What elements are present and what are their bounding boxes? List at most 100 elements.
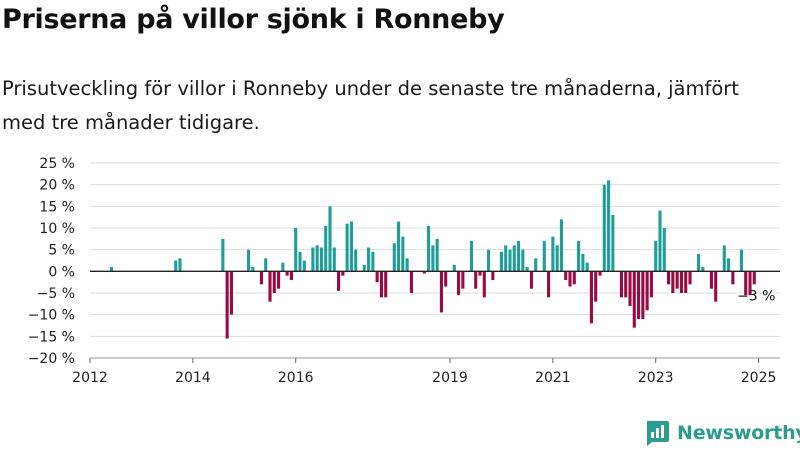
bar <box>482 271 486 298</box>
bar <box>508 249 512 272</box>
bar <box>289 271 293 280</box>
bar <box>457 271 461 296</box>
bar <box>727 258 731 272</box>
bar <box>654 241 658 272</box>
bar <box>671 271 675 293</box>
bar <box>512 245 516 272</box>
bar <box>461 271 465 289</box>
bar <box>521 249 525 272</box>
bar <box>409 271 413 293</box>
bar <box>555 245 559 272</box>
bar <box>478 271 482 276</box>
bar <box>367 247 371 272</box>
bar <box>298 251 302 272</box>
bar <box>439 271 443 313</box>
bar <box>332 247 336 272</box>
bar <box>405 258 409 272</box>
bar <box>568 271 572 287</box>
bar <box>684 271 688 293</box>
bar <box>551 236 555 272</box>
bar <box>649 271 653 298</box>
bar <box>375 271 379 283</box>
bar-chart-logo-icon <box>647 421 669 446</box>
bar <box>714 271 718 302</box>
y-tick-label: −10 % <box>28 308 75 324</box>
bar <box>277 271 281 289</box>
y-tick-label: −20 % <box>28 351 75 367</box>
bar <box>487 249 491 272</box>
bar <box>452 264 456 272</box>
bar <box>268 271 272 302</box>
x-tick-label: 2019 <box>432 370 468 386</box>
bar <box>534 258 538 272</box>
bar <box>641 271 645 319</box>
bar <box>611 215 615 272</box>
y-tick-label: −5 % <box>37 286 75 302</box>
y-tick-label: 10 % <box>39 221 75 237</box>
bar <box>345 223 349 272</box>
bar <box>341 271 345 276</box>
bar <box>564 271 568 280</box>
bar <box>752 271 756 285</box>
bar <box>499 251 503 272</box>
bar <box>542 241 546 272</box>
bar <box>688 271 692 285</box>
bar <box>371 251 375 272</box>
x-tick-label: 2023 <box>638 370 674 386</box>
bar <box>744 271 748 296</box>
bar <box>559 219 563 272</box>
bar <box>264 258 268 272</box>
annotation-label: −3 % <box>737 288 775 304</box>
bar <box>178 258 182 272</box>
bar <box>431 245 435 272</box>
bar <box>247 249 251 272</box>
bar <box>529 271 533 289</box>
bar <box>658 210 662 272</box>
bar <box>679 271 683 293</box>
bar <box>748 271 752 296</box>
bar <box>585 262 589 272</box>
bar <box>221 238 225 272</box>
bar <box>675 271 679 289</box>
bar <box>174 260 178 272</box>
bar <box>517 241 521 272</box>
x-tick-label: 2012 <box>72 370 108 386</box>
bar <box>645 271 649 311</box>
bar <box>422 271 426 274</box>
gridlines <box>90 162 780 359</box>
bar <box>628 271 632 306</box>
bar <box>632 271 636 328</box>
bar <box>722 245 726 272</box>
bar <box>311 247 315 272</box>
bar <box>602 184 606 272</box>
x-tick-label: 2025 <box>741 370 777 386</box>
bar <box>427 225 431 272</box>
bar <box>701 267 705 272</box>
bar <box>667 271 671 285</box>
bar <box>504 245 508 272</box>
bar <box>354 249 358 272</box>
bar <box>259 271 263 285</box>
bar <box>285 271 289 276</box>
bar <box>547 271 551 298</box>
bar <box>731 271 735 285</box>
bar <box>444 271 448 287</box>
bar <box>637 271 641 319</box>
bar <box>491 271 495 280</box>
annotation-group: −3 % <box>737 288 775 304</box>
x-tick-label: 2021 <box>535 370 571 386</box>
y-axis-ticks: 25 % 20 % 15 % 10 % 5 % 0 % −5 % −10 % −15 % −20 … <box>28 156 75 367</box>
bar <box>229 271 233 315</box>
y-tick-label: 0 % <box>48 264 75 280</box>
bars <box>109 180 756 339</box>
bar <box>709 271 713 289</box>
brand-name: Newsworthy <box>677 422 800 444</box>
bar <box>251 267 255 272</box>
bar <box>315 245 319 272</box>
y-tick-label: 15 % <box>39 199 75 215</box>
bar <box>384 271 388 298</box>
bar <box>577 241 581 272</box>
chart-title: Priserna på villor sjönk i Ronneby <box>2 4 505 35</box>
bar <box>272 271 276 293</box>
bar <box>324 225 328 272</box>
